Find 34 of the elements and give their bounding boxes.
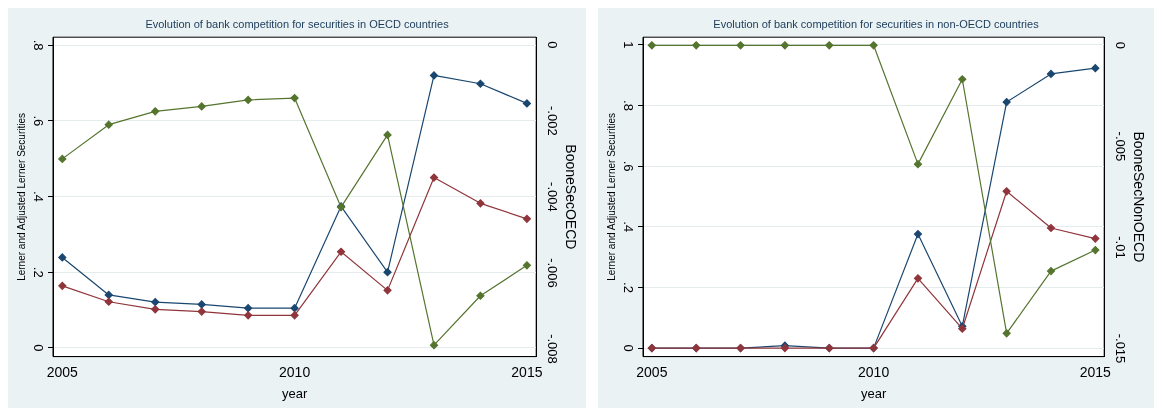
- y2-tick-label: -.015: [1112, 333, 1128, 364]
- y-tick-label: .4: [621, 221, 637, 233]
- y-tick-label: .6: [31, 115, 47, 127]
- y-tick-label: .8: [621, 100, 637, 111]
- x-tick-label: 2015: [1079, 363, 1112, 380]
- chart-title: Evolution of bank competition for securities in OECD countries: [145, 17, 450, 30]
- y2-tick-label: -.002: [544, 106, 560, 136]
- y-tick-label: 0: [31, 344, 47, 352]
- y2-tick-label: 0: [1112, 41, 1128, 49]
- x-tick-label: 2005: [46, 363, 79, 380]
- y-tick-label: 0: [621, 344, 637, 352]
- y2-tick-label: -.008: [544, 334, 560, 364]
- y2-tick-label: 0: [544, 41, 560, 49]
- y2-tick-label: -.01: [1112, 236, 1128, 259]
- y-axis-title: Lerner and Adjusted Lerner Securities: [605, 112, 617, 281]
- y2-tick-label: -.006: [544, 258, 560, 288]
- y-tick-label: .6: [621, 160, 637, 172]
- y2-axis-title: BooneSecOECD: [562, 144, 579, 250]
- y-axis-title: Lerner and Adjusted Lerner Securities: [15, 112, 27, 281]
- y2-tick-label: -.005: [1112, 131, 1128, 162]
- x-tick-label: 2005: [636, 363, 668, 380]
- chart-title: Evolution of bank competition for securities in non-OECD countries: [713, 17, 1040, 30]
- x-tick-label: 2015: [511, 363, 543, 380]
- x-tick-label: 2010: [279, 363, 311, 380]
- y2-axis-title: BooneSecNonOECD: [1130, 131, 1147, 263]
- y-tick-label: .2: [621, 282, 637, 293]
- x-axis-title: year: [281, 385, 308, 401]
- y-tick-label: .2: [31, 266, 47, 278]
- y-tick-label: .4: [31, 191, 47, 202]
- y-tick-label: 1: [621, 41, 637, 49]
- y2-tick-label: -.004: [544, 182, 560, 212]
- x-axis-title: year: [860, 385, 887, 401]
- x-tick-label: 2010: [858, 363, 890, 380]
- y-tick-label: .8: [31, 39, 47, 51]
